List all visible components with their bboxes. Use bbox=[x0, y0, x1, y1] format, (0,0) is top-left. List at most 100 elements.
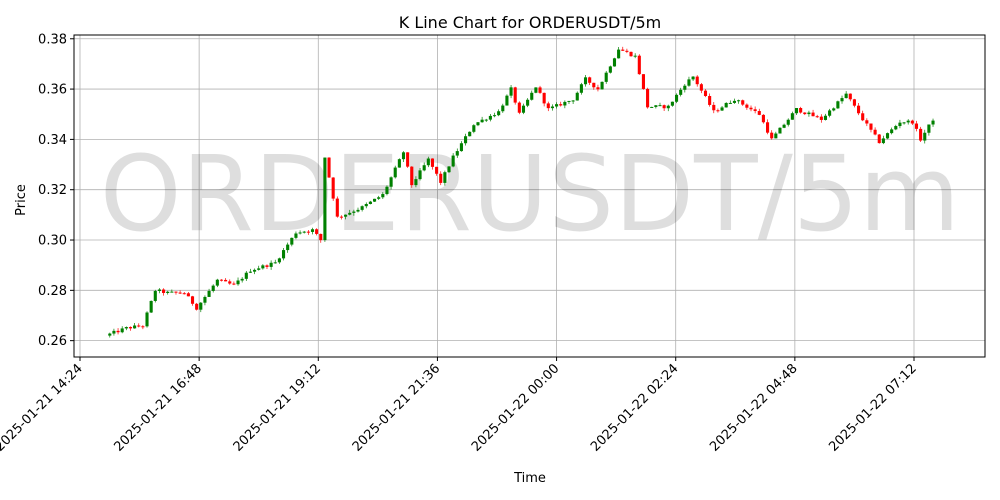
candle-body bbox=[352, 211, 356, 213]
y-tick-label: 0.34 bbox=[38, 133, 67, 148]
candle-body bbox=[662, 105, 666, 109]
candle-body bbox=[857, 105, 861, 114]
candle-body bbox=[302, 231, 306, 233]
candle-body bbox=[534, 87, 538, 93]
candle-body bbox=[836, 101, 840, 109]
candle-body bbox=[555, 104, 559, 107]
candle-body bbox=[852, 99, 856, 106]
candle-body bbox=[133, 325, 137, 329]
candle-body bbox=[592, 82, 596, 88]
candle-body bbox=[625, 50, 629, 52]
candle-body bbox=[807, 112, 811, 115]
candle-body bbox=[732, 100, 737, 103]
candle-body bbox=[157, 289, 161, 291]
candle-body bbox=[257, 268, 261, 270]
candle-body bbox=[563, 101, 567, 106]
candle-body bbox=[521, 105, 526, 113]
candle-body bbox=[464, 136, 468, 144]
candle-body bbox=[364, 204, 368, 207]
candle-body bbox=[716, 110, 720, 112]
candle-body bbox=[526, 99, 530, 106]
x-tick-label: 2025-01-21 14:24 bbox=[0, 361, 86, 454]
candle-body bbox=[588, 77, 592, 83]
candle-body bbox=[542, 92, 546, 104]
candle-body bbox=[811, 112, 815, 117]
candle-body bbox=[720, 107, 724, 111]
candle-body bbox=[509, 87, 513, 96]
candle-body bbox=[141, 326, 145, 328]
candle-body bbox=[501, 105, 505, 112]
candle-body bbox=[468, 131, 472, 137]
candle-body bbox=[708, 96, 712, 105]
candle-body bbox=[832, 108, 836, 111]
candle-body bbox=[207, 290, 211, 297]
chart-title: K Line Chart for ORDERUSDT/5m bbox=[399, 13, 662, 32]
candle-body bbox=[666, 105, 670, 109]
candle-body bbox=[265, 265, 269, 267]
candle-body bbox=[203, 296, 207, 303]
candle-body bbox=[190, 296, 195, 304]
candle-body bbox=[786, 119, 790, 125]
candle-body bbox=[331, 177, 335, 199]
candle-body bbox=[923, 132, 927, 141]
candle-body bbox=[389, 177, 393, 187]
candle-body bbox=[596, 87, 600, 90]
candle-body bbox=[298, 232, 302, 234]
candle-body bbox=[488, 115, 492, 120]
candle-body bbox=[674, 94, 679, 102]
x-tick-label: 2025-01-22 00:00 bbox=[469, 361, 562, 454]
plot-frame bbox=[73, 34, 986, 358]
candle-body bbox=[310, 229, 315, 232]
candles bbox=[108, 46, 935, 338]
y-axis-title: Price bbox=[14, 184, 29, 216]
candle-body bbox=[737, 100, 741, 102]
grid-lines bbox=[74, 35, 985, 357]
candle-body bbox=[108, 333, 112, 336]
candle-body bbox=[914, 123, 919, 129]
candle-body bbox=[617, 49, 621, 59]
candle-body bbox=[497, 111, 501, 116]
candle-body bbox=[319, 233, 323, 241]
candle-body bbox=[385, 186, 389, 195]
candle-body bbox=[575, 92, 579, 101]
candle-body bbox=[401, 152, 406, 160]
candle-body bbox=[931, 120, 935, 125]
candle-body bbox=[443, 172, 447, 183]
watermark-text: ORDERUSDT/5m bbox=[100, 133, 960, 255]
candle-body bbox=[604, 72, 608, 82]
candle-body bbox=[683, 85, 687, 90]
candle-body bbox=[799, 108, 803, 113]
candle-body bbox=[162, 289, 166, 293]
candle-body bbox=[873, 129, 877, 135]
candle-body bbox=[505, 95, 509, 106]
candle-body bbox=[149, 300, 153, 313]
candle-body bbox=[906, 120, 910, 123]
candle-body bbox=[794, 108, 799, 114]
candle-body bbox=[823, 115, 828, 120]
candle-body bbox=[890, 129, 894, 134]
candle-body bbox=[228, 281, 232, 284]
candle-body bbox=[356, 209, 360, 212]
candle-body bbox=[166, 291, 170, 293]
candle-body bbox=[550, 106, 554, 109]
candle-body bbox=[323, 157, 327, 241]
candle-body bbox=[600, 81, 604, 90]
candle-body bbox=[840, 98, 844, 102]
candle-body bbox=[244, 272, 248, 279]
candle-body bbox=[451, 155, 455, 167]
x-tick-label: 2025-01-22 07:12 bbox=[826, 361, 919, 454]
candle-body bbox=[819, 116, 823, 120]
candle-body bbox=[348, 212, 352, 215]
candle-body bbox=[633, 55, 637, 57]
x-tick-label: 2025-01-21 16:48 bbox=[112, 361, 205, 454]
candle-body bbox=[455, 151, 459, 156]
candle-body bbox=[691, 76, 695, 80]
candle-body bbox=[124, 327, 128, 329]
candle-body bbox=[261, 265, 265, 269]
candle-body bbox=[335, 198, 339, 217]
candle-body bbox=[629, 51, 633, 57]
y-tick-label: 0.38 bbox=[38, 32, 67, 47]
x-tick-label: 2025-01-21 19:12 bbox=[231, 361, 324, 454]
candle-body bbox=[621, 49, 625, 51]
